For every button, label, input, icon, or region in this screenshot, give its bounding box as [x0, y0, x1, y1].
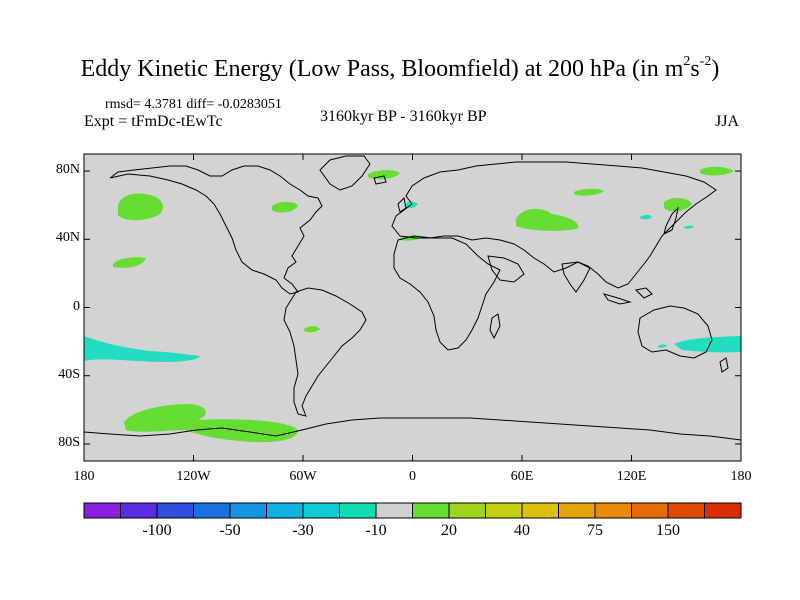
coastline [663, 206, 679, 235]
colorbar-box [229, 502, 267, 519]
anomaly-region [118, 193, 163, 221]
period-label: 3160kyr BP - 3160kyr BP [320, 108, 487, 125]
colorbar-box [120, 502, 158, 519]
coastline [397, 196, 407, 213]
latitude-label: 40N [55, 230, 80, 246]
season-label: JJA [715, 113, 740, 130]
colorbar-box [558, 502, 596, 519]
colorbar-label: 40 [514, 522, 530, 539]
anomaly-region [272, 201, 298, 213]
latitude-label: 80N [55, 162, 80, 178]
longitude-label: 60W [289, 469, 317, 484]
coastline [83, 417, 742, 441]
longitude-label: 120E [616, 469, 647, 484]
anomaly-region [574, 188, 604, 196]
anomaly-region [664, 198, 692, 212]
anomaly-region [516, 208, 579, 231]
colorbar-box [156, 502, 194, 519]
colorbar-box [339, 502, 377, 519]
colorbar-box [704, 502, 742, 519]
coastline [487, 255, 525, 283]
experiment-label: Expt = tFmDc-tEwTc [84, 113, 223, 130]
longitude-label: 60E [510, 469, 534, 484]
map-title: Eddy Kinetic Energy (Low Pass, Bloomfiel… [80, 54, 720, 82]
latitude-ticks [84, 170, 741, 445]
coastline [637, 305, 713, 359]
colorbar-box [375, 502, 413, 519]
coastline [319, 155, 371, 191]
anomaly-region [113, 257, 146, 268]
colorbar-label: -10 [365, 522, 387, 539]
colorbar-label: 20 [441, 522, 457, 539]
latitude-label: 40S [58, 366, 80, 382]
colorbar-box [521, 502, 559, 519]
coastline [634, 287, 653, 299]
anomaly-region [658, 344, 667, 348]
colorbar-box [412, 502, 450, 519]
coastline [561, 261, 591, 293]
longitude-label: 180 [73, 469, 95, 484]
colorbar-label: -50 [219, 522, 241, 539]
colorbar-box [485, 502, 523, 519]
longitude-label: 0 [409, 469, 416, 484]
colorbar-box [448, 502, 486, 519]
colorbar-box [631, 502, 669, 519]
coastline [489, 313, 501, 340]
colorbar-label: 150 [656, 522, 680, 539]
coastline [393, 235, 501, 351]
anomaly-region [700, 166, 734, 176]
anomaly-region [304, 326, 320, 333]
stats-text: rmsd= 4.3781 diff= -0.0283051 [105, 97, 282, 112]
colorbar-box [83, 502, 121, 519]
latitude-label: 80S [58, 434, 80, 450]
colorbar-label: -30 [292, 522, 314, 539]
coastline [719, 357, 729, 373]
anomaly-region [640, 214, 652, 220]
anomaly-region [674, 336, 741, 353]
anomaly-region [84, 336, 200, 362]
longitude-label: 120W [176, 469, 211, 484]
colorbar-label: -100 [142, 522, 172, 539]
anomaly-region [368, 170, 400, 180]
longitude-label: 180 [730, 469, 752, 484]
latitude-label: 0 [73, 298, 80, 314]
anomaly-region [684, 225, 694, 229]
colorbar-box [667, 502, 705, 519]
coastlines [83, 155, 742, 441]
coastline [602, 293, 632, 305]
coastline [109, 165, 323, 295]
colorbar-box [302, 502, 340, 519]
colorbar-label: 75 [587, 522, 603, 539]
colorbar-box [266, 502, 304, 519]
coastline [373, 175, 387, 185]
colorbar [83, 502, 742, 519]
longitude-ticks [83, 154, 742, 461]
colorbar-box [594, 502, 632, 519]
colorbar-box [193, 502, 231, 519]
coastline [283, 287, 367, 417]
